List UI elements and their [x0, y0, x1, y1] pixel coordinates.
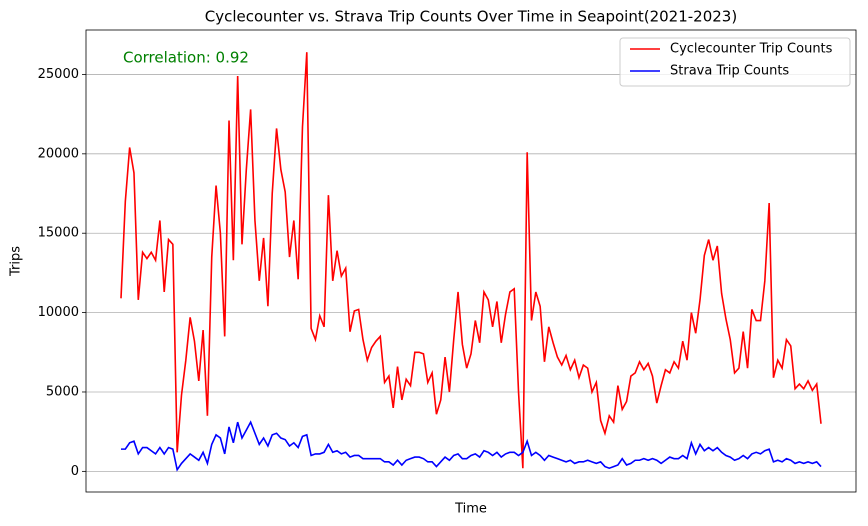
annotation: Correlation: 0.92: [123, 49, 249, 67]
y-tick-label: 10000: [38, 305, 79, 320]
series-line: [120, 52, 822, 469]
y-tick-label: 5000: [46, 384, 79, 399]
series-line: [121, 420, 822, 472]
x-axis-label: Time: [454, 502, 487, 517]
chart-title: Cyclecounter vs. Strava Trip Counts Over…: [205, 8, 737, 26]
y-tick-label: 0: [71, 464, 79, 479]
y-tick-label: 15000: [38, 226, 79, 241]
y-axis-label: Trips: [9, 246, 24, 277]
y-tick-label: 20000: [38, 146, 79, 161]
legend-box: [619, 37, 851, 87]
y-tick-label: 25000: [38, 67, 79, 82]
legend-label: Cyclecounter Trip Counts: [670, 42, 833, 57]
legend-label: Strava Trip Counts: [670, 64, 789, 79]
plot-frame: [85, 29, 857, 493]
